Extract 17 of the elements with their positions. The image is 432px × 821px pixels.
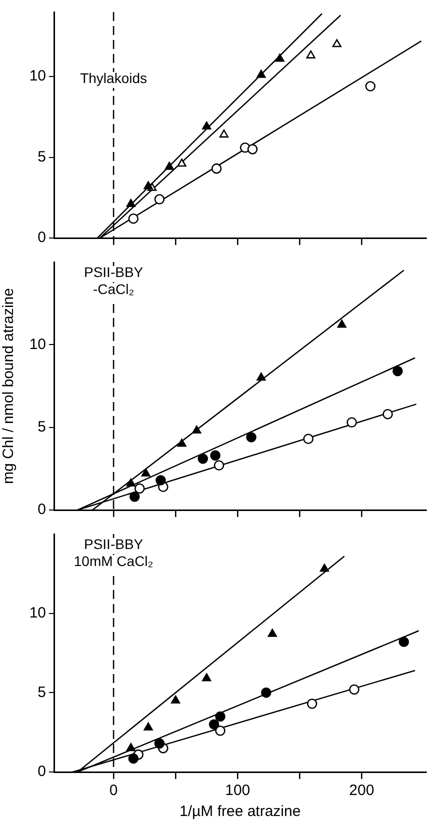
x-tick-label: 0 — [109, 782, 118, 800]
text: Thylakoids — [80, 70, 148, 86]
x-tick-label: 200 — [349, 782, 374, 800]
y-tick-label: 10 — [29, 336, 46, 353]
y-tick-label: 5 — [38, 148, 46, 166]
y-tick-label: 10 — [29, 604, 46, 622]
y-axis-title: mg Chl / nmol bound atrazine — [0, 288, 18, 484]
y-tick-label: 0 — [38, 501, 46, 518]
x-axis-title: 1/µM free atrazine — [180, 803, 301, 820]
y-tick-label: 10 — [29, 68, 46, 85]
y-tick-label: 0 — [38, 763, 46, 780]
y-tick-label: 5 — [38, 418, 46, 436]
y-tick-label: 5 — [38, 684, 46, 701]
y-tick-label: 0 — [38, 229, 46, 246]
text: PSII-BBY -CaCl₂ — [84, 264, 144, 297]
text: PSII-BBY 10mM CaCl₂ — [74, 536, 154, 569]
x-tick-label: 100 — [225, 782, 250, 800]
